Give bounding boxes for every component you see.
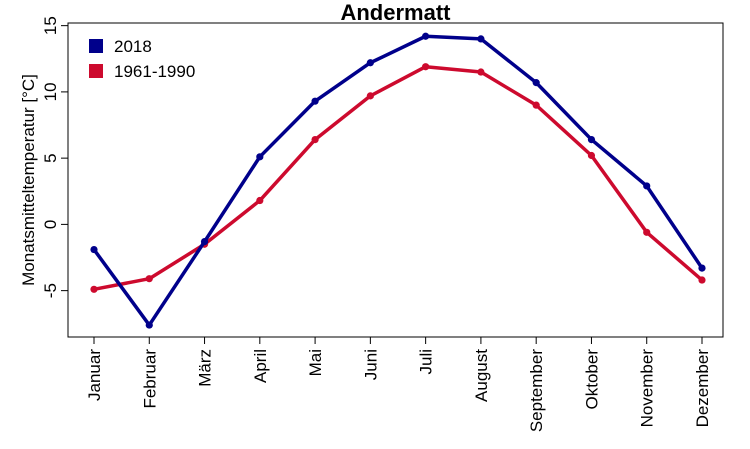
data-point-1961-1990: [90, 285, 98, 293]
data-point-2018: [90, 245, 98, 254]
x-tick-label: Dezember: [693, 349, 712, 428]
series-line-2018: [92, 34, 704, 327]
legend-swatch-1961-1990: [89, 64, 103, 78]
data-point-1961-1990: [532, 101, 540, 109]
legend-label: 2018: [114, 37, 152, 56]
x-tick-label-group: Februar: [140, 349, 159, 409]
data-point-1961-1990: [587, 151, 596, 160]
x-axis: Januar Februar März April Mai Juni Juli August S…: [85, 337, 712, 432]
data-point-2018: [643, 182, 651, 190]
y-tick-label: 10: [41, 82, 60, 101]
y-tick-label: 15: [41, 16, 60, 35]
legend: 2018 1961-1990: [89, 37, 195, 81]
y-tick-label: -5: [41, 283, 60, 298]
x-tick-label-group: Oktober: [582, 349, 601, 410]
data-point-2018: [200, 238, 209, 246]
x-tick-label-group: Juni: [361, 349, 380, 380]
x-tick-label: Januar: [85, 349, 104, 401]
chart-title: Andermatt: [340, 0, 451, 25]
x-tick-label: Mai: [306, 349, 325, 376]
data-point-2018: [145, 321, 153, 329]
x-tick-label-group: November: [638, 349, 657, 428]
data-point-1961-1990: [145, 275, 153, 283]
data-point-2018: [698, 264, 706, 272]
data-point-2018: [477, 35, 485, 43]
x-tick-label-group: Juli: [417, 349, 436, 375]
data-point-1961-1990: [311, 135, 319, 144]
x-tick-label: September: [527, 349, 546, 432]
legend-label: 1961-1990: [114, 62, 195, 81]
y-tick-label-group: 10: [41, 82, 60, 101]
y-axis-label: Monatsmitteltemperatur [°C]: [19, 74, 38, 286]
data-point-1961-1990: [643, 228, 651, 236]
data-point-1961-1990: [698, 276, 706, 284]
data-point-2018: [422, 32, 430, 40]
x-tick-label-group: Mai: [306, 349, 325, 376]
data-point-1961-1990: [422, 63, 430, 71]
y-axis: -5 0 5 10 15: [41, 16, 68, 298]
data-point-1961-1990: [256, 196, 264, 205]
x-tick-label: November: [638, 349, 657, 428]
x-tick-label-group: August: [472, 349, 491, 402]
y-tick-label-group: 15: [41, 16, 60, 35]
x-tick-label-group: Januar: [85, 349, 104, 401]
x-tick-label-group: September: [527, 349, 546, 432]
x-tick-label: Juli: [417, 349, 436, 375]
x-tick-label-group: April: [251, 349, 270, 383]
data-point-1961-1990: [477, 68, 485, 76]
series-line-1961-1990: [92, 64, 704, 292]
y-tick-label-group: 5: [41, 153, 60, 162]
y-tick-label: 0: [41, 220, 60, 229]
y-tick-label-group: 0: [41, 220, 60, 229]
plot-area-frame: [67, 22, 724, 338]
data-point-2018: [366, 59, 374, 67]
x-tick-label: Oktober: [582, 349, 601, 410]
x-tick-label: August: [472, 349, 491, 402]
data-point-2018: [587, 135, 596, 144]
x-tick-label-group: Dezember: [693, 349, 712, 428]
y-tick-label-group: -5: [41, 283, 60, 298]
data-point-1961-1990: [366, 92, 374, 100]
x-tick-label-group: März: [196, 349, 215, 387]
data-point-2018: [532, 79, 540, 87]
x-tick-label: Juni: [361, 349, 380, 380]
series-layer: [90, 32, 706, 329]
data-point-2018: [311, 97, 319, 105]
y-tick-label: 5: [41, 153, 60, 162]
x-tick-label: März: [196, 349, 215, 387]
y-axis-label-group: Monatsmitteltemperatur [°C]: [19, 74, 38, 286]
legend-swatch-2018: [89, 39, 103, 53]
x-tick-label: April: [251, 349, 270, 383]
data-point-2018: [256, 153, 264, 161]
x-tick-label: Februar: [140, 349, 159, 409]
